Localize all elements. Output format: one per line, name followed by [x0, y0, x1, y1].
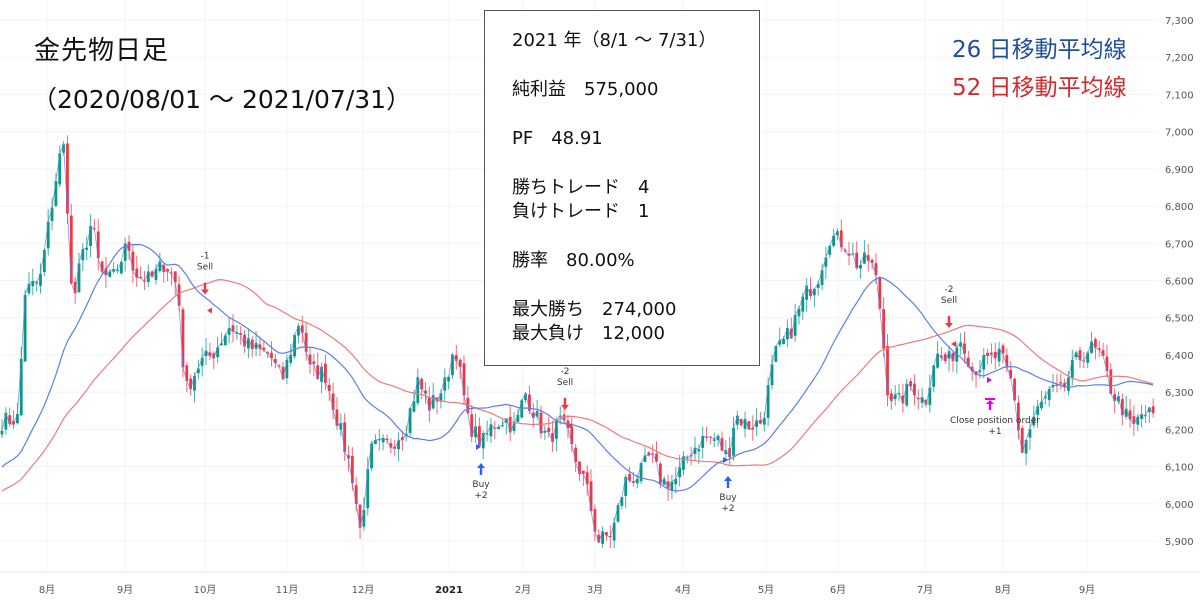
price-tick-label: 6,300 [1165, 388, 1194, 399]
time-tick-label: 2月 [515, 584, 531, 596]
stat-max-win: 最大勝ち 274,000 [512, 299, 677, 320]
time-tick-label: 3月 [587, 584, 603, 596]
ma52-line [1, 278, 1154, 492]
svg-text:Sell: Sell [941, 296, 957, 306]
buy-marker[interactable]: Buy+2 [472, 443, 490, 501]
stat-winning-trades: 勝ちトレード 4 [512, 177, 650, 198]
price-tick-label: 6,700 [1165, 239, 1194, 250]
svg-text:+2: +2 [474, 491, 487, 501]
stat-net-profit: 純利益 575,000 [512, 79, 659, 100]
time-tick-label: 12月 [352, 584, 375, 596]
price-tick-label: 7,200 [1165, 53, 1194, 64]
price-tick-label: 6,200 [1165, 425, 1194, 436]
price-tick-label: 5,900 [1165, 537, 1194, 548]
time-tick-label: 4月 [675, 584, 691, 596]
legend-ma26: 26 日移動平均線 [952, 37, 1127, 63]
price-tick-label: 6,600 [1165, 277, 1194, 288]
price-tick-label: 6,400 [1165, 351, 1194, 362]
time-tick-label: 8月 [995, 584, 1011, 596]
price-tick-label: 7,100 [1165, 90, 1194, 101]
time-tick-label: 11月 [276, 584, 299, 596]
time-axis[interactable]: 8月 9月 10月 11月 12月 2021 2月 3月 4月 5月 6月 7月 8月 9月 [0, 571, 1200, 596]
price-tick-label: 7,300 [1165, 16, 1194, 27]
time-tick-label: 10月 [194, 584, 217, 596]
stat-profit-factor: PF 48.91 [512, 128, 603, 149]
price-axis[interactable]: 7,300 7,200 7,100 7,000 6,900 6,800 6,700 6,600… [1165, 16, 1194, 548]
time-tick-label: 2021 [435, 585, 463, 596]
buy-marker[interactable]: Buy+2 [719, 456, 737, 514]
time-tick-label: 7月 [917, 584, 933, 596]
price-tick-label: 6,500 [1165, 314, 1194, 325]
svg-text:Close position order: Close position order [950, 416, 1040, 426]
svg-text:Buy: Buy [719, 493, 737, 503]
stat-losing-trades: 負けトレード 1 [512, 201, 650, 222]
time-tick-label: 9月 [1079, 584, 1095, 596]
time-tick-label: 9月 [117, 584, 133, 596]
svg-text:Buy: Buy [472, 480, 490, 490]
svg-text:+2: +2 [721, 504, 734, 514]
time-tick-label: 6月 [830, 584, 846, 596]
chart-title: 金先物日足 [34, 36, 170, 66]
price-tick-label: 6,000 [1165, 500, 1194, 511]
time-tick-label: 8月 [39, 584, 55, 596]
time-tick-label: 5月 [758, 584, 774, 596]
price-tick-label: 6,100 [1165, 463, 1194, 474]
price-tick-label: 7,000 [1165, 128, 1194, 139]
candlesticks [0, 135, 1155, 549]
svg-text:-2: -2 [561, 367, 570, 377]
stats-heading: 2021 年（8/1 ～ 7/31） [512, 30, 717, 51]
stat-max-loss: 最大負け 12,000 [512, 323, 665, 344]
svg-text:-1: -1 [201, 252, 210, 262]
ma26-line [1, 144, 1154, 544]
price-tick-label: 6,900 [1165, 165, 1194, 176]
legend-ma52: 52 日移動平均線 [952, 75, 1127, 101]
stat-win-rate: 勝率 80.00% [512, 250, 635, 271]
stats-panel: 2021 年（8/1 ～ 7/31） 純利益 575,000 PF 48.91 … [484, 10, 760, 366]
close-marker[interactable]: Close position order+1 [950, 376, 1040, 437]
price-tick-label: 6,800 [1165, 202, 1194, 213]
svg-text:Sell: Sell [197, 263, 213, 273]
svg-text:-2: -2 [945, 285, 954, 295]
svg-text:Sell: Sell [557, 378, 573, 388]
svg-text:+1: +1 [988, 427, 1001, 437]
chart-period: （2020/08/01 ～ 2021/07/31） [32, 85, 412, 114]
